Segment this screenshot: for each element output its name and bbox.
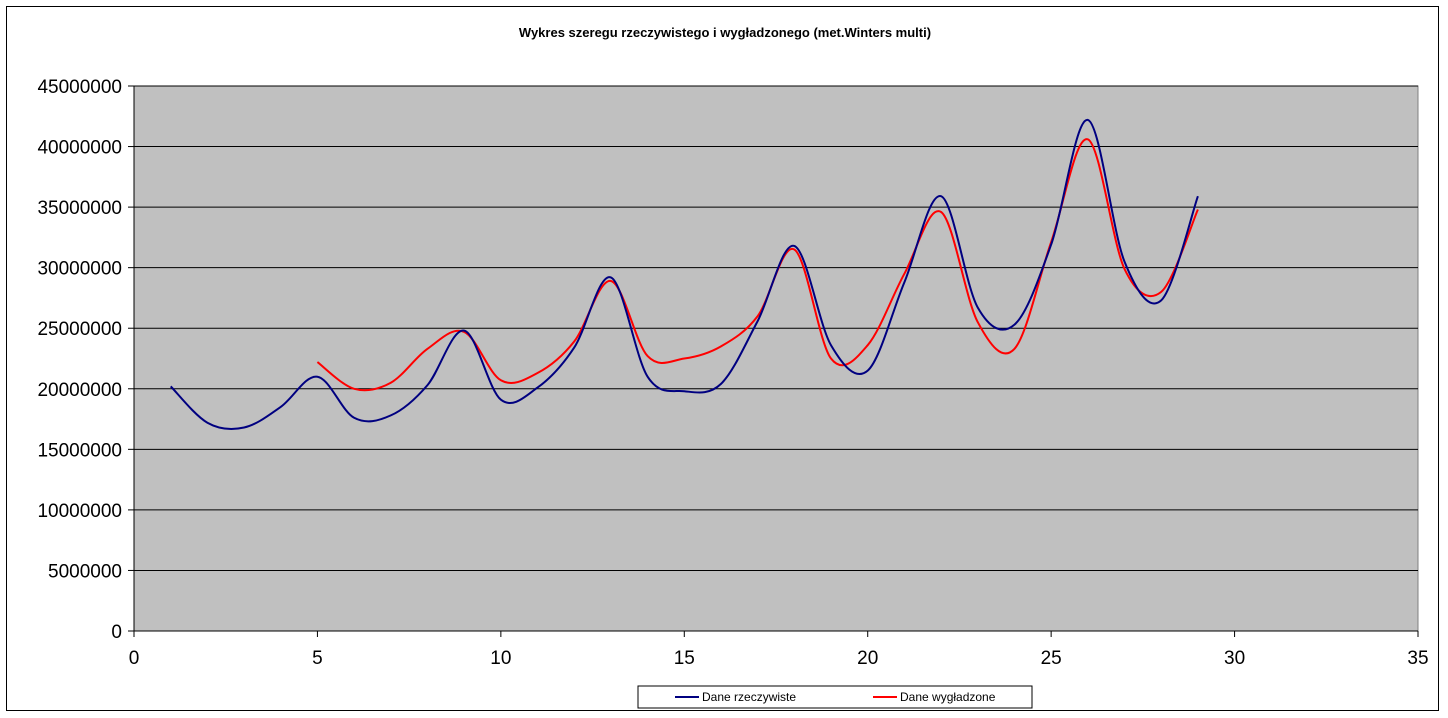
series-line-actual	[169, 118, 1199, 430]
y-tick-label: 0	[111, 622, 122, 643]
y-tick-label: 10000000	[37, 501, 122, 522]
y-tick-labels: 0 5000000 10000000 15000000 20000000 25000000…	[37, 77, 122, 643]
chart-svg: Wykres szeregu rzeczywistego i wygładzon…	[37, 25, 1429, 709]
legend-label-smoothed: Dane wygładzone	[900, 690, 996, 704]
y-tick-label: 25000000	[37, 319, 122, 340]
x-tick-label: 35	[1407, 648, 1428, 669]
x-tick-label: 0	[129, 648, 140, 669]
x-tick-label: 30	[1224, 648, 1245, 669]
y-tick-label: 5000000	[48, 561, 122, 582]
x-tick-label: 5	[312, 648, 323, 669]
chart-title: Wykres szeregu rzeczywistego i wygładzon…	[519, 25, 931, 40]
y-tick-label: 40000000	[37, 138, 122, 159]
y-tick-label: 35000000	[37, 198, 122, 219]
y-tick-label: 30000000	[37, 259, 122, 280]
series-lines	[169, 118, 1199, 430]
legend-box	[637, 685, 1033, 709]
x-tick-label: 20	[857, 648, 878, 669]
x-tick-labels: 0 5 10 15 20 25 30 35	[129, 648, 1429, 669]
x-tick-label: 10	[490, 648, 511, 669]
y-tick-label: 20000000	[37, 380, 122, 401]
legend: Dane rzeczywiste Dane wygładzone	[637, 685, 1033, 709]
legend-label-actual: Dane rzeczywiste	[702, 690, 796, 704]
plot-area	[133, 85, 1419, 632]
gridlines	[134, 85, 1418, 571]
axes	[128, 85, 1419, 637]
x-tick-label: 15	[674, 648, 695, 669]
y-tick-label: 45000000	[37, 77, 122, 98]
chart-frame: Wykres szeregu rzeczywistego i wygładzon…	[6, 6, 1439, 711]
x-tick-label: 25	[1041, 648, 1062, 669]
y-tick-label: 15000000	[37, 440, 122, 461]
